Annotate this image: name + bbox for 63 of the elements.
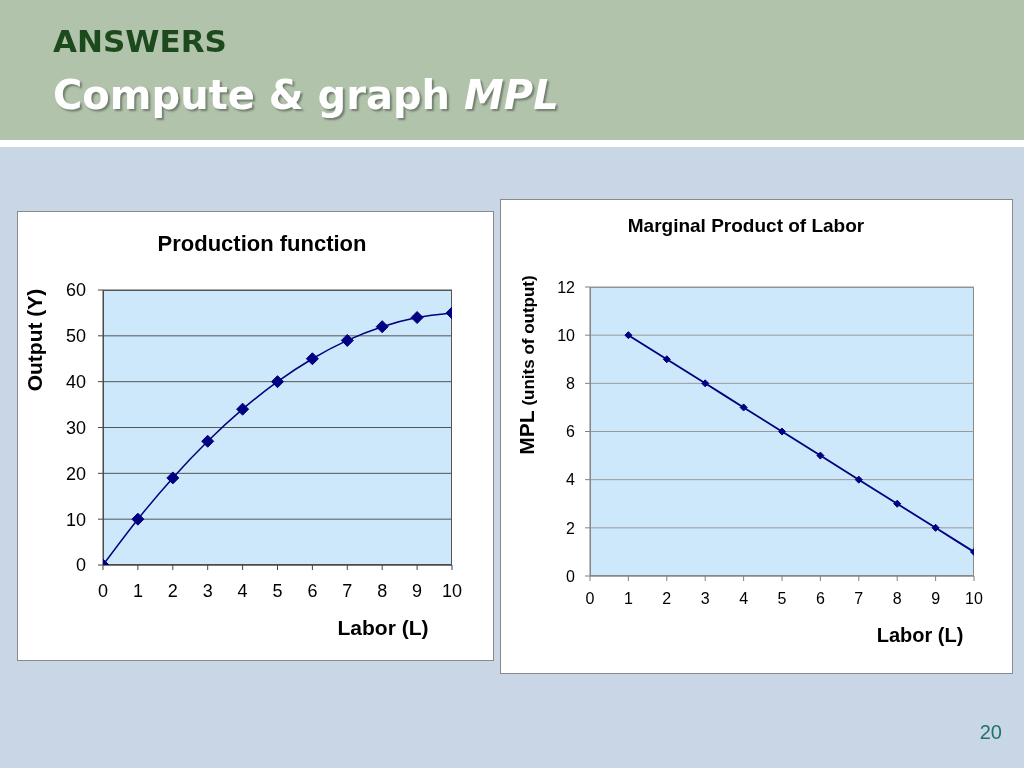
y-axis-title: Output (Y)	[23, 288, 47, 392]
x-tick-label: 3	[202, 580, 213, 601]
y-tick-label: 2	[566, 519, 576, 537]
x-tick-label: 7	[342, 580, 353, 601]
x-tick-label: 3	[700, 590, 710, 608]
point	[816, 451, 825, 460]
point	[739, 403, 748, 412]
chart-title: Marginal Product of Labor	[627, 215, 865, 237]
x-tick-label: 0	[585, 590, 595, 608]
y-tick-label: 20	[65, 463, 86, 484]
x-tick-label: 7	[854, 590, 864, 608]
chart-title: Production function	[157, 231, 367, 257]
x-tick-label: 8	[377, 580, 388, 601]
x-tick-label: 8	[892, 590, 902, 608]
point	[701, 379, 710, 388]
point	[931, 523, 940, 532]
x-tick-label: 10	[441, 580, 463, 601]
x-tick-label: 6	[815, 590, 825, 608]
point	[778, 427, 786, 436]
y-tick-label: 4	[566, 471, 576, 489]
point	[131, 512, 145, 526]
point	[662, 355, 671, 364]
y-tick-label: 6	[566, 423, 576, 441]
point	[340, 333, 354, 347]
x-tick-label: 4	[739, 590, 749, 608]
x-tick-label: 10	[965, 590, 983, 608]
y-tick-label: 60	[65, 280, 86, 301]
x-tick-label: 6	[307, 580, 318, 601]
point	[375, 320, 389, 334]
point	[166, 471, 180, 485]
x-tick-label: 5	[777, 590, 787, 608]
x-tick-label: 1	[623, 590, 633, 608]
text: ANSWERS	[53, 23, 227, 60]
x-tick-label: 2	[167, 580, 178, 601]
point	[410, 311, 424, 324]
x-tick-label: 1	[132, 580, 143, 601]
y-axis-title: MPL (units of output)	[515, 275, 539, 455]
y-tick-label: 8	[566, 375, 576, 393]
point	[236, 402, 250, 416]
y-tick-label: 12	[557, 278, 576, 296]
y-tick-label: 0	[75, 555, 86, 576]
y-tick-label: 10	[557, 326, 576, 344]
x-tick-label: 4	[237, 580, 248, 601]
text: 20	[979, 721, 1002, 744]
point	[893, 499, 902, 508]
y-tick-label: 10	[65, 509, 86, 530]
point	[305, 352, 319, 366]
point	[854, 475, 863, 484]
point	[201, 434, 215, 448]
x-tick-label: 0	[97, 580, 109, 601]
x-axis-title: Labor (L)	[337, 616, 429, 640]
x-tick-label: 9	[931, 590, 941, 608]
x-axis-title: Labor (L)	[876, 623, 964, 647]
text: Compute & graph MPL	[53, 72, 559, 118]
point	[624, 331, 633, 340]
y-tick-label: 0	[566, 567, 576, 585]
x-tick-label: 5	[272, 580, 283, 601]
x-tick-label: 9	[412, 580, 423, 601]
point	[271, 375, 284, 389]
x-tick-label: 2	[662, 590, 672, 608]
y-tick-label: 30	[65, 417, 86, 438]
y-tick-label: 50	[65, 326, 86, 347]
y-tick-label: 40	[65, 372, 86, 393]
